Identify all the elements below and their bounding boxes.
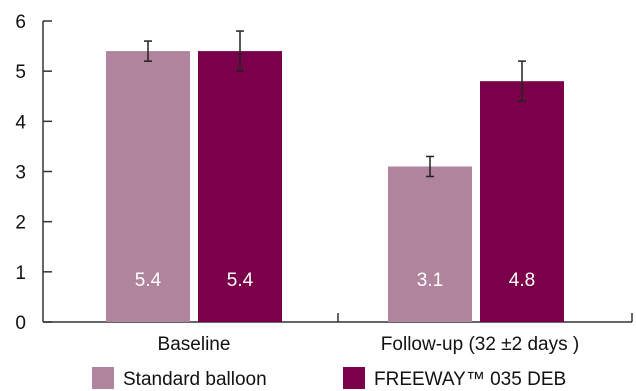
- data-label: 5.4: [135, 270, 162, 291]
- bar: [480, 81, 564, 322]
- x-category-label: Follow-up (32 ±2 days ): [381, 334, 579, 355]
- legend-label: FREEWAY™ 035 DEB: [374, 369, 566, 390]
- y-tick-label: 5: [15, 62, 26, 83]
- labels: 5.4 3.1 5.4 4.8 Baseline Follow-up (32 ±2 day…: [135, 270, 579, 355]
- x-category-label: Baseline: [158, 334, 231, 355]
- data-label: 5.4: [227, 270, 254, 291]
- y-tick-label: 3: [15, 163, 26, 184]
- y-tick-label: 0: [15, 313, 26, 334]
- bars: [106, 30, 564, 322]
- bar: [388, 166, 472, 322]
- y-tick-label: 1: [15, 263, 26, 284]
- legend-label: Standard balloon: [123, 369, 267, 390]
- legend: Standard balloon FREEWAY™ 035 DEB: [92, 367, 566, 390]
- y-tick-label: 4: [15, 112, 26, 133]
- data-label: 3.1: [417, 270, 443, 291]
- bar: [198, 51, 282, 322]
- y-tick-label: 2: [15, 213, 26, 234]
- legend-swatch: [343, 367, 365, 389]
- legend-swatch: [92, 367, 114, 389]
- y-tick-label: 6: [15, 12, 26, 33]
- bar: [106, 51, 190, 322]
- data-label: 4.8: [509, 270, 535, 291]
